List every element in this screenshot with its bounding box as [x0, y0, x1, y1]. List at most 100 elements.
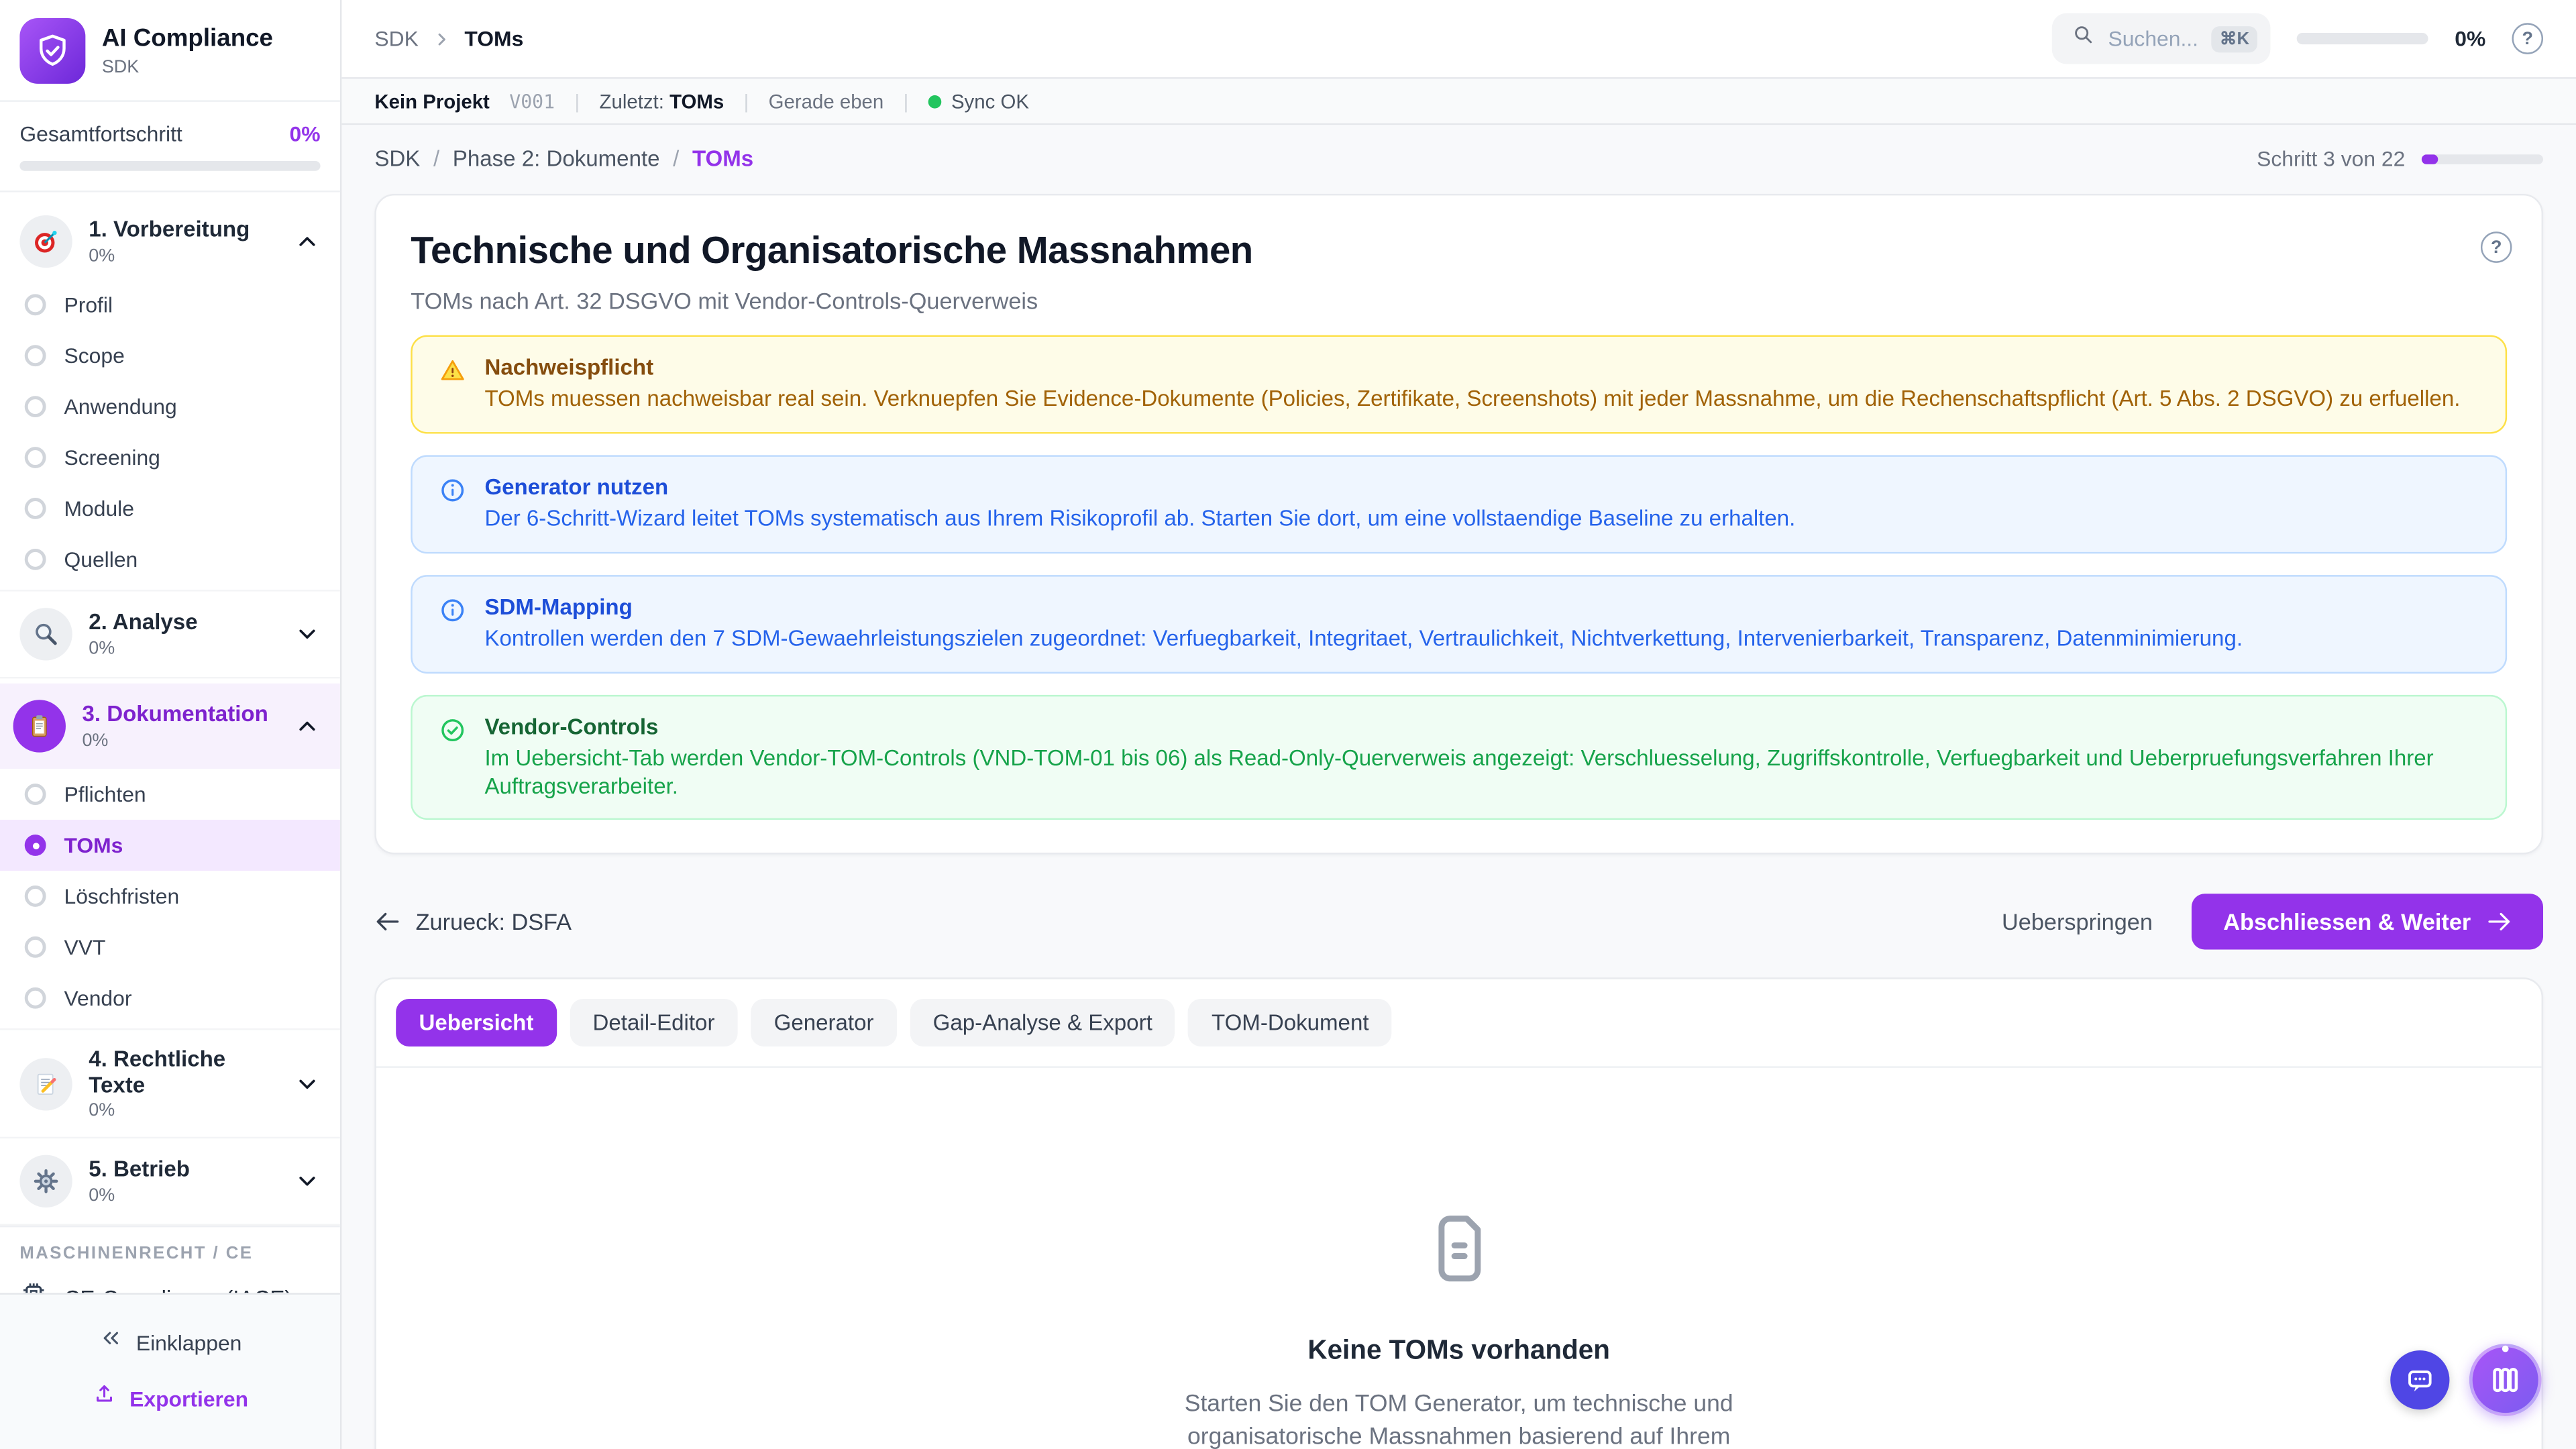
step-bullet	[24, 447, 46, 468]
sync-status: Sync OK	[928, 89, 1029, 113]
sidebar-item-anwendung[interactable]: Anwendung	[0, 381, 340, 432]
warning-triangle-icon	[441, 360, 464, 380]
sidebar-section-dokumentation[interactable]: 3. Dokumentation 0%	[0, 688, 340, 764]
check-circle-icon	[441, 718, 464, 741]
sidebar-item-ce-compliance[interactable]: CE-Compliance (IACE)	[0, 1263, 340, 1293]
search-icon	[2072, 23, 2095, 54]
breadcrumb: SDK / Phase 2: Dokumente / TOMs	[374, 146, 754, 171]
alert-vendor-controls: Vendor-Controls Im Uebersicht-Tab werden…	[411, 694, 2508, 820]
tab-detail-editor[interactable]: Detail-Editor	[570, 999, 738, 1047]
sidebar-item-vvt[interactable]: VVT	[0, 922, 340, 973]
chevron-up-icon	[294, 713, 320, 739]
sidebar-section-group-betrieb: 5. Betrieb 0%	[0, 1138, 340, 1226]
toms-content-card: Uebersicht Detail-Editor Generator Gap-A…	[374, 978, 2544, 1449]
step-bullet	[24, 498, 46, 519]
columns-fab-button[interactable]	[2469, 1344, 2542, 1417]
section-title: 5. Betrieb	[89, 1157, 190, 1182]
sidebar-item-pflichten[interactable]: Pflichten	[0, 769, 340, 820]
main-area: SDK TOMs Suchen... ⌘K 0% ?	[341, 0, 2576, 1449]
section-title: 1. Vorbereitung	[89, 217, 250, 242]
sidebar-item-screening[interactable]: Screening	[0, 432, 340, 483]
info-circle-icon	[441, 479, 464, 502]
overall-progress-value: 0%	[289, 121, 321, 146]
overall-progress: Gesamtfortschritt 0%	[0, 102, 340, 193]
sidebar-item-loeschfristen[interactable]: Löschfristen	[0, 871, 340, 922]
cpu-icon	[19, 1280, 48, 1293]
version-badge: V001	[509, 89, 555, 113]
header-progress-bar	[2297, 32, 2429, 45]
step-bullet	[24, 885, 46, 907]
header-progress-value: 0%	[2455, 26, 2486, 51]
section-percent: 0%	[89, 246, 115, 266]
content-scroll-area[interactable]: SDK / Phase 2: Dokumente / TOMs Schritt …	[341, 125, 2576, 1449]
help-icon[interactable]: ?	[2512, 23, 2544, 54]
status-bar: Kein Projekt V001 | Zuletzt: TOMs | Gera…	[341, 78, 2576, 125]
alert-nachweispflicht: Nachweispflicht TOMs muessen nachweisbar…	[411, 335, 2508, 434]
search-input[interactable]: Suchen... ⌘K	[2052, 13, 2271, 64]
empty-state-description: Starten Sie den TOM Generator, um techni…	[1184, 1392, 1733, 1449]
double-chevron-left-icon	[99, 1326, 123, 1358]
step-bullet	[24, 784, 46, 806]
app-subtitle: SDK	[101, 57, 140, 78]
tab-tom-dokument[interactable]: TOM-Dokument	[1188, 999, 1392, 1047]
last-visited: Zuletzt: TOMs	[599, 89, 724, 113]
breadcrumb-root[interactable]: SDK	[374, 26, 419, 51]
step-label: Schritt 3 von 22	[2257, 146, 2406, 171]
complete-continue-button[interactable]: Abschliessen & Weiter	[2192, 894, 2544, 951]
sidebar-section-analyse[interactable]: 2. Analyse 0%	[0, 596, 340, 672]
sidebar-item-profil[interactable]: Profil	[0, 279, 340, 330]
empty-state-title: Keine TOMs vorhanden	[1307, 1336, 1610, 1366]
sidebar-section-group-dokumentation: 3. Dokumentation 0% Pflichten TOMs Lösch…	[0, 678, 340, 1030]
sidebar-item-vendor[interactable]: Vendor	[0, 973, 340, 1024]
toms-intro-card: Technische und Organisatorische Massnahm…	[374, 193, 2544, 855]
collapse-sidebar-button[interactable]: Einklappen	[0, 1314, 340, 1370]
upload-icon	[92, 1382, 117, 1415]
sidebar-item-quellen[interactable]: Quellen	[0, 534, 340, 585]
breadcrumb-sdk[interactable]: SDK	[374, 146, 421, 171]
breadcrumb-current: TOMs	[464, 26, 524, 51]
tab-uebersicht[interactable]: Uebersicht	[396, 999, 557, 1047]
sidebar-section-rechtliche-texte[interactable]: 4. Rechtliche Texte 0%	[0, 1035, 340, 1132]
wizard-nav-row: Zurueck: DSFA Ueberspringen Abschliessen…	[374, 894, 2544, 951]
arrow-right-icon	[2488, 913, 2510, 931]
card-help-icon[interactable]: ?	[2480, 231, 2512, 263]
gear-icon	[19, 1155, 72, 1208]
sidebar-section-betrieb[interactable]: 5. Betrieb 0%	[0, 1144, 340, 1220]
sidebar-section-active-wrap: 3. Dokumentation 0%	[0, 683, 340, 769]
clipboard-icon	[13, 700, 66, 753]
tab-generator[interactable]: Generator	[751, 999, 897, 1047]
tab-gap-analyse-export[interactable]: Gap-Analyse & Export	[910, 999, 1176, 1047]
target-icon	[19, 215, 72, 268]
empty-state: Keine TOMs vorhanden Starten Sie den TOM…	[376, 1069, 2542, 1449]
step-bullet	[24, 987, 46, 1009]
fab-notification-dot	[2502, 1345, 2509, 1352]
sidebar-item-module[interactable]: Module	[0, 483, 340, 534]
step-bullet	[24, 396, 46, 418]
sidebar: AI Compliance SDK Gesamtfortschritt 0% 1…	[0, 0, 342, 1449]
document-icon	[1421, 1206, 1497, 1300]
arrow-left-icon	[376, 913, 399, 931]
back-button[interactable]: Zurueck: DSFA	[374, 909, 572, 935]
search-shortcut-badge: ⌘K	[2211, 25, 2258, 52]
tab-bar: Uebersicht Detail-Editor Generator Gap-A…	[376, 980, 2542, 1069]
shield-check-icon	[19, 17, 86, 84]
step-progress-bar	[2421, 153, 2544, 164]
step-bullet-active	[24, 835, 46, 856]
overall-progress-bar	[19, 161, 321, 171]
export-button[interactable]: Exportieren	[0, 1370, 340, 1426]
chat-fab-button[interactable]	[2390, 1350, 2450, 1410]
breadcrumb-phase2[interactable]: Phase 2: Dokumente	[452, 146, 660, 171]
sidebar-item-scope[interactable]: Scope	[0, 330, 340, 381]
section-percent: 0%	[89, 1185, 115, 1206]
breadcrumb-toms: TOMs	[692, 146, 754, 171]
topbar: SDK TOMs Suchen... ⌘K 0% ?	[341, 0, 2576, 79]
step-bullet	[24, 294, 46, 316]
search-placeholder: Suchen...	[2108, 26, 2199, 51]
sidebar-section-group-rechtliche-texte: 4. Rechtliche Texte 0%	[0, 1030, 340, 1139]
section-title: 2. Analyse	[89, 610, 198, 635]
sidebar-section-vorbereitung[interactable]: 1. Vorbereitung 0%	[0, 204, 340, 280]
project-name: Kein Projekt	[374, 89, 490, 113]
skip-button[interactable]: Ueberspringen	[2002, 909, 2153, 936]
sidebar-item-toms[interactable]: TOMs	[0, 820, 340, 871]
